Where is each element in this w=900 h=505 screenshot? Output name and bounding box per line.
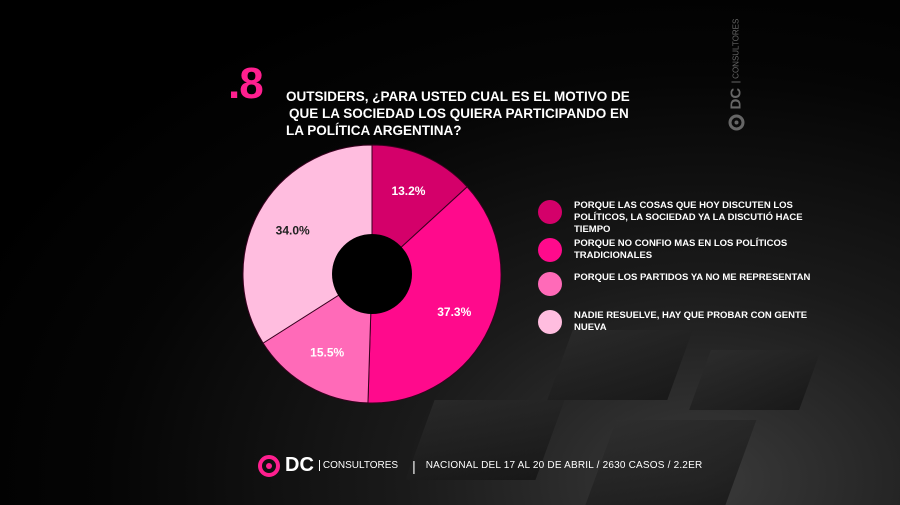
donut-slice bbox=[371, 144, 468, 276]
donut-slice bbox=[262, 273, 373, 404]
footer-separator: | bbox=[412, 457, 416, 474]
logo-ring-icon bbox=[258, 454, 280, 477]
logo-subtext: CONSULTORES bbox=[731, 18, 741, 83]
slice-label: 15.5% bbox=[310, 346, 344, 360]
legend-label: NADIE RESUELVE, HAY QUE PROBAR CON GENTE… bbox=[574, 310, 808, 333]
legend-item: PORQUE LAS COSAS QUE HOY DISCUTEN LOS PO… bbox=[538, 200, 814, 236]
legend-item: PORQUE LOS PARTIDOS YA NO ME REPRESENTAN bbox=[538, 272, 814, 296]
logo-text: DC bbox=[285, 454, 314, 476]
title-line: QUE LA SOCIEDAD LOS QUIERA PARTICIPANDO … bbox=[289, 106, 629, 121]
legend-swatch bbox=[538, 238, 562, 262]
question-title: OUTSIDERS, ¿PARA USTED CUAL ES EL MOTIVO… bbox=[286, 88, 630, 139]
legend-item: NADIE RESUELVE, HAY QUE PROBAR CON GENTE… bbox=[538, 310, 814, 334]
logo-subtext: CONSULTORES bbox=[318, 460, 398, 471]
legend-label: PORQUE NO CONFIO MAS EN LOS POLÍTICOS TR… bbox=[574, 238, 788, 261]
logo-ring-icon bbox=[728, 114, 744, 131]
slice-label: 37.3% bbox=[437, 305, 471, 319]
vertical-logo: DC CONSULTORES bbox=[725, 15, 745, 133]
legend-swatch bbox=[538, 200, 562, 224]
slice-label: 13.2% bbox=[391, 184, 425, 198]
question-number: .8 bbox=[228, 59, 264, 108]
title-line: OUTSIDERS, ¿PARA USTED CUAL ES EL MOTIVO… bbox=[286, 89, 630, 104]
slice-label: 34.0% bbox=[276, 223, 310, 237]
legend-label: PORQUE LOS PARTIDOS YA NO ME REPRESENTAN bbox=[574, 272, 811, 283]
donut-slice bbox=[367, 186, 502, 404]
donut-hole bbox=[332, 234, 412, 314]
title-line: LA POLÍTICA ARGENTINA? bbox=[286, 123, 462, 138]
legend-swatch bbox=[538, 310, 562, 334]
survey-info: NACIONAL DEL 17 AL 20 DE ABRIL / 2630 CA… bbox=[425, 460, 703, 471]
legend-swatch bbox=[538, 272, 562, 296]
legend-label: PORQUE LAS COSAS QUE HOY DISCUTEN LOS PO… bbox=[574, 200, 803, 235]
legend-item: PORQUE NO CONFIO MAS EN LOS POLÍTICOS TR… bbox=[538, 238, 814, 262]
footer: DC CONSULTORES | NACIONAL DEL 17 AL 20 D… bbox=[258, 454, 702, 477]
logo-text: DC bbox=[727, 87, 745, 110]
